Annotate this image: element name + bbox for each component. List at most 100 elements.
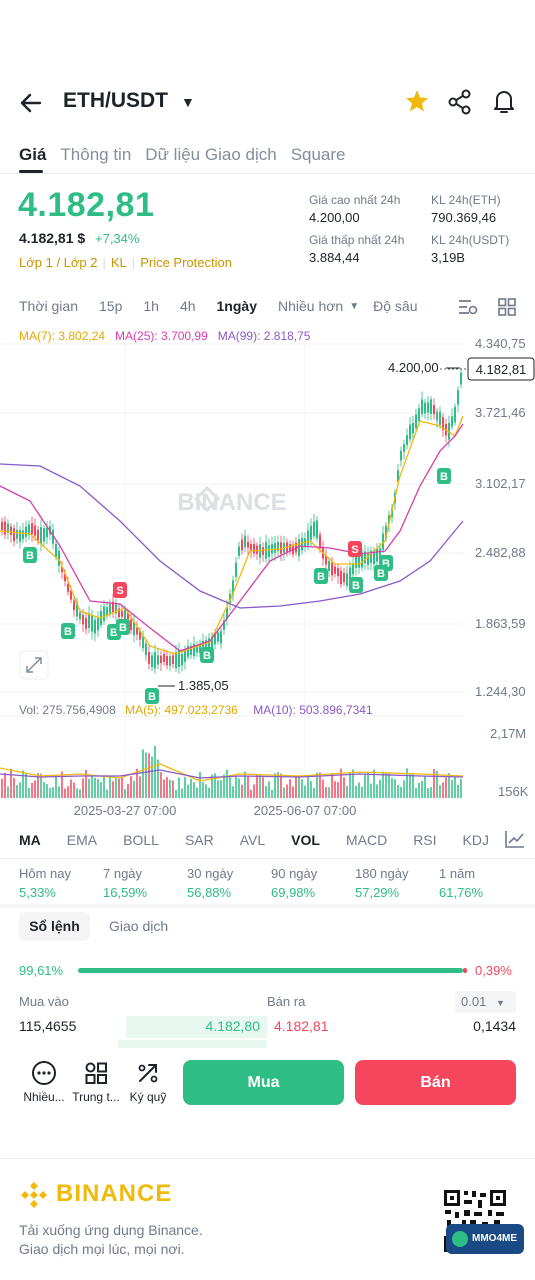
bell-icon[interactable] bbox=[490, 87, 518, 115]
candle bbox=[169, 656, 171, 666]
center-button[interactable]: Trung t... bbox=[70, 1060, 122, 1104]
grid-layout-icon[interactable] bbox=[497, 297, 517, 317]
interval-time[interactable]: Thời gian bbox=[19, 298, 78, 314]
volume-bar bbox=[301, 779, 303, 798]
volume-bar bbox=[220, 780, 222, 798]
caret-down-icon[interactable]: ▼ bbox=[349, 300, 360, 312]
share-icon[interactable] bbox=[446, 88, 474, 116]
volume-bar bbox=[106, 789, 108, 798]
interval-4h[interactable]: 4h bbox=[179, 298, 196, 314]
volume-bar bbox=[13, 777, 15, 798]
indicator-sar[interactable]: SAR bbox=[184, 832, 214, 848]
indicator-boll[interactable]: BOLL bbox=[123, 832, 159, 848]
indicator-avl[interactable]: AVL bbox=[239, 832, 266, 848]
volume-bar bbox=[229, 774, 231, 798]
tab-square[interactable]: Square bbox=[290, 145, 346, 164]
interval-1h[interactable]: 1h bbox=[143, 298, 159, 314]
candle bbox=[82, 614, 84, 625]
interval-15m[interactable]: 15p bbox=[99, 298, 123, 314]
candle bbox=[115, 604, 117, 614]
volume-bar bbox=[160, 772, 162, 798]
candle bbox=[205, 640, 207, 654]
sell-button[interactable]: Bán bbox=[355, 1060, 516, 1105]
expand-icon[interactable] bbox=[19, 650, 49, 680]
candle bbox=[97, 617, 99, 631]
candle bbox=[343, 572, 345, 583]
back-arrow-icon[interactable] bbox=[16, 88, 46, 118]
indicator-chart-icon[interactable] bbox=[504, 829, 526, 849]
svg-text:B: B bbox=[110, 627, 118, 639]
chart-settings-icon[interactable] bbox=[457, 297, 479, 317]
volume-bar bbox=[28, 788, 30, 798]
volume-bar bbox=[193, 782, 195, 798]
candle bbox=[457, 390, 459, 405]
volume-bar bbox=[253, 784, 255, 798]
candle bbox=[172, 655, 174, 664]
volume-bar bbox=[436, 770, 438, 798]
indicator-ma[interactable]: MA bbox=[19, 832, 41, 848]
tag-layer[interactable]: Lớp 1 / Lớp 2 bbox=[19, 255, 98, 270]
candle bbox=[178, 650, 180, 668]
candle bbox=[307, 530, 309, 546]
top-bar: ETH/USDT ▼ bbox=[0, 80, 535, 124]
candle bbox=[388, 515, 390, 525]
candle bbox=[37, 529, 39, 541]
precision-select[interactable]: 0.01 ▼ bbox=[455, 991, 516, 1013]
volume-bar bbox=[133, 780, 135, 798]
volume-bar bbox=[214, 773, 216, 798]
volume-bar bbox=[277, 772, 279, 798]
candle bbox=[88, 613, 90, 629]
volume-bar bbox=[163, 779, 165, 798]
indicator-macd[interactable]: MACD bbox=[345, 832, 388, 848]
more-button[interactable]: Nhiều... bbox=[18, 1060, 70, 1104]
pair-title[interactable]: ETH/USDT bbox=[63, 89, 168, 112]
footer-line-2: Giao dịch mọi lúc, mọi nơi. bbox=[19, 1241, 185, 1257]
vol-label: Vol: 275.756,4908 bbox=[19, 703, 116, 717]
margin-button[interactable]: Ký quỹ bbox=[122, 1060, 174, 1104]
low-price-label: 1.385,05 bbox=[178, 678, 229, 693]
volume-bar bbox=[130, 776, 132, 798]
buy-button[interactable]: Mua bbox=[183, 1060, 344, 1105]
tag-price-protection[interactable]: Price Protection bbox=[140, 255, 232, 270]
tab-trading-data[interactable]: Dữ liệu Giao dịch bbox=[145, 145, 277, 164]
volume-bar bbox=[343, 777, 345, 798]
interval-more[interactable]: Nhiều hơn bbox=[277, 298, 344, 314]
volume-bar bbox=[61, 771, 63, 798]
interval-bar: Thời gian 15p 1h 4h 1ngày Nhiều hơn ▼ Độ… bbox=[19, 298, 438, 314]
interval-depth[interactable]: Độ sâu bbox=[373, 298, 418, 314]
volume-bar bbox=[280, 773, 282, 798]
volume-bar bbox=[175, 789, 177, 798]
candle bbox=[142, 636, 144, 649]
volume-bar bbox=[91, 776, 93, 798]
candle bbox=[25, 526, 27, 537]
order-book-row-partial bbox=[0, 1040, 535, 1048]
perf-1y: 1 năm 61,76% bbox=[439, 866, 484, 900]
tab-info[interactable]: Thông tin bbox=[60, 145, 132, 164]
caret-down-icon[interactable]: ▼ bbox=[181, 94, 195, 110]
tab-price[interactable]: Giá bbox=[19, 145, 47, 164]
indicator-vol[interactable]: VOL bbox=[291, 832, 320, 848]
candle bbox=[301, 538, 303, 551]
order-book-row[interactable]: 115,4655 4.182,80 4.182,81 0,1434 bbox=[0, 1016, 535, 1038]
favorite-star-icon[interactable] bbox=[403, 87, 431, 115]
candle bbox=[145, 643, 147, 656]
grid-apps-icon bbox=[85, 1062, 107, 1084]
tab-order-book[interactable]: Sổ lệnh bbox=[19, 912, 90, 941]
volume-bar bbox=[58, 786, 60, 798]
volume-bar bbox=[397, 784, 399, 798]
candle bbox=[424, 402, 426, 414]
indicator-kdj[interactable]: KDJ bbox=[462, 832, 489, 848]
tag-kl[interactable]: KL bbox=[110, 255, 127, 270]
indicator-rsi[interactable]: RSI bbox=[413, 832, 437, 848]
volume-bar bbox=[40, 773, 42, 798]
candle bbox=[76, 602, 78, 617]
vol-usdt-value: 3,19B bbox=[431, 250, 465, 265]
interval-1d[interactable]: 1ngày bbox=[216, 298, 257, 314]
tab-trades[interactable]: Giao dịch bbox=[109, 918, 169, 934]
volume-bar bbox=[451, 779, 453, 798]
sell-marker-icon: S bbox=[348, 541, 362, 557]
volume-bar bbox=[82, 778, 84, 798]
volume-bar bbox=[382, 771, 384, 798]
indicator-ema[interactable]: EMA bbox=[66, 832, 98, 848]
